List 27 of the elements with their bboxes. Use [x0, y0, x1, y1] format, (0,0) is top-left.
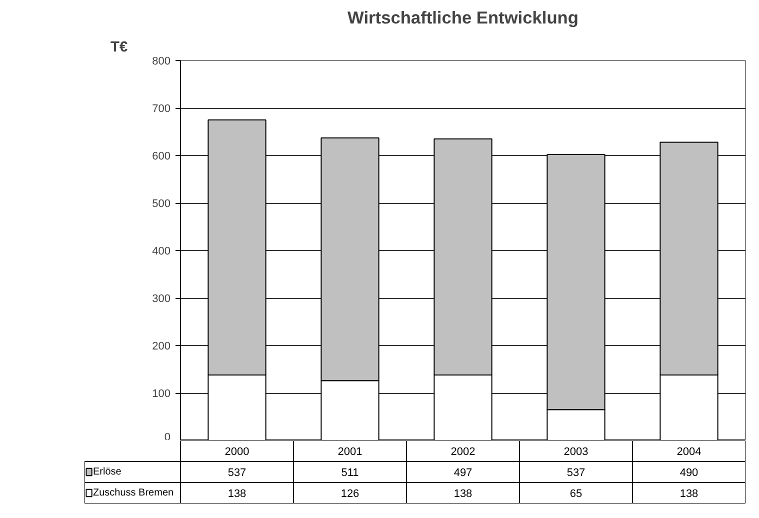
x-tick-label: 2002 — [450, 446, 476, 458]
data-label: 126 — [340, 488, 360, 500]
y-tick-label: 300 — [152, 293, 171, 305]
data-label: 490 — [680, 467, 698, 479]
legend-label: Zuschuss Bremen — [92, 488, 174, 498]
x-tick-label: 2000 — [224, 446, 250, 458]
data-label: 537 — [228, 467, 246, 479]
legend-label: Erlöse — [92, 466, 122, 478]
data-label: 497 — [454, 467, 472, 479]
data-label: 138 — [228, 488, 246, 500]
y-tick-label: 200 — [152, 340, 171, 352]
data-label: 138 — [680, 488, 698, 500]
y-tick-label: 800 — [152, 56, 171, 68]
y-tick-label: 700 — [152, 103, 171, 115]
data-label: 537 — [566, 467, 586, 479]
y-axis-title: T€ — [110, 40, 128, 56]
chart-title: Wirtschaftliche Entwicklung — [348, 8, 578, 28]
y-tick-label: 600 — [152, 150, 171, 162]
y-tick-label: 100 — [152, 388, 171, 400]
data-label: 65 — [570, 488, 582, 500]
data-label: 138 — [454, 488, 472, 500]
data-label: 511 — [341, 467, 359, 479]
y-tick-label: 500 — [152, 198, 171, 210]
x-tick-label: 2001 — [338, 446, 362, 458]
x-tick-label: 2003 — [564, 446, 588, 458]
y-tick-label: 400 — [152, 246, 171, 258]
x-tick-label: 2004 — [676, 446, 702, 458]
